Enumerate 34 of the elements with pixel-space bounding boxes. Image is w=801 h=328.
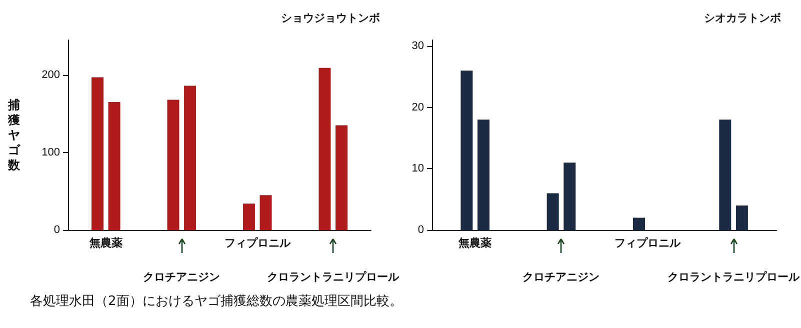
y-tick-label: 0 (418, 224, 424, 236)
x-tick-label: クロチアニジン (143, 272, 220, 284)
bar (336, 125, 348, 230)
y-axis-title: 捕獲ヤゴ数 (7, 98, 21, 172)
bar (632, 218, 645, 230)
y-tick-label: 30 (412, 40, 424, 52)
bar (184, 86, 196, 230)
x-tick-label: クロチアニジン (522, 272, 600, 284)
y-tick-label: 200 (42, 68, 60, 81)
text: 各処理水田（2面）におけるヤゴ捕獲総数の農薬処理区間比較。 (30, 293, 402, 310)
x-tick-label: クロラントラニリプロール (668, 270, 801, 284)
bar (736, 205, 748, 230)
bar (318, 68, 331, 230)
bar (167, 100, 180, 230)
chart-title: ショウジョウトンボ (281, 12, 380, 24)
bar (564, 162, 576, 230)
bar (260, 195, 272, 230)
chart-title: シオカラトンボ (704, 12, 781, 24)
x-tick-label: 無農薬 (88, 236, 122, 250)
bar (91, 77, 104, 230)
bar (460, 70, 473, 230)
x-tick-label: フィプロニル (614, 236, 682, 250)
y-tick-label: 100 (42, 146, 60, 158)
bar (719, 120, 732, 230)
x-tick-label: フィプロニル (224, 236, 292, 250)
y-tick-label: 0 (54, 224, 60, 236)
x-tick-label: 無農薬 (458, 236, 492, 250)
bar (546, 193, 559, 230)
bar (477, 120, 490, 230)
y-tick-label: 10 (412, 162, 424, 175)
bar (108, 102, 120, 230)
x-tick-label: クロラントラニリプロール (267, 270, 400, 284)
y-tick-label: 20 (412, 101, 424, 114)
bar (242, 204, 255, 230)
